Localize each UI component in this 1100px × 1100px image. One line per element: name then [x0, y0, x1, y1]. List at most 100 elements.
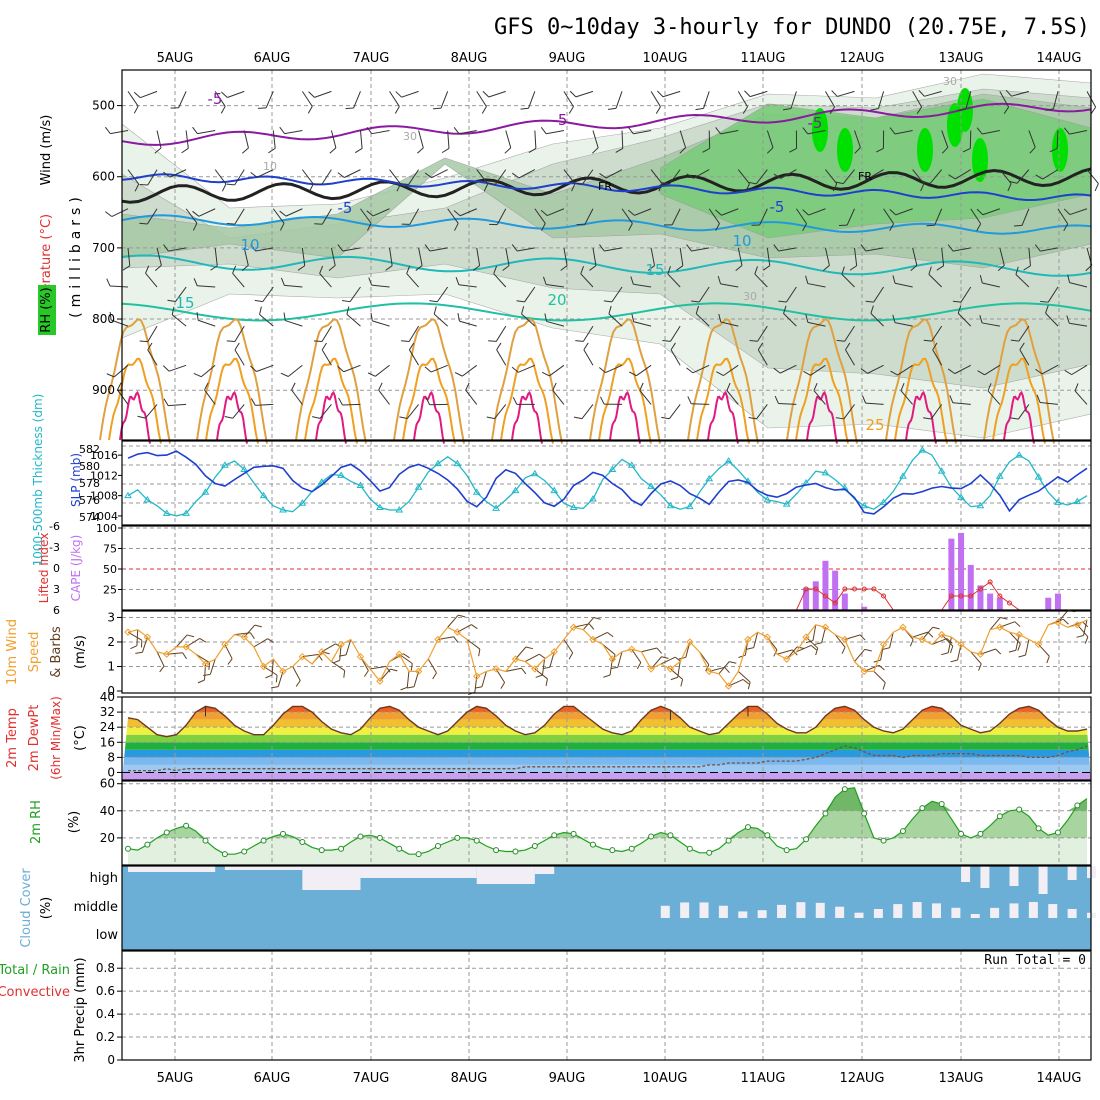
- upper-wind-barb-flag: [345, 107, 354, 110]
- upper-wind-barb-flag: [280, 277, 285, 286]
- upper-wind-barb-flag: [802, 209, 809, 216]
- cloud-mid-patch: [718, 905, 728, 918]
- wind10m-barb-flag: [724, 666, 730, 674]
- wind10m-barb-flag: [742, 679, 750, 685]
- upper-wind-barb-flag: [599, 244, 605, 252]
- rh2m-panel: 60 40 20: [100, 777, 1092, 866]
- upper-wind-barb-flag: [662, 340, 671, 342]
- bottom-date-label: 14AUG: [1036, 1071, 1081, 1086]
- upper-wind-barb: [349, 286, 361, 302]
- upper-ytick-label: 600: [92, 170, 115, 184]
- upper-wind-barb: [790, 91, 797, 109]
- top-date-label: 14AUG: [1036, 51, 1081, 66]
- upper-wind-barb-flag: [773, 367, 781, 374]
- upper-wind-barb-flag: [512, 396, 518, 405]
- cloud-mid-patch: [680, 902, 690, 918]
- wind10m-marker: [163, 650, 171, 658]
- upper-wind-barb: [1074, 390, 1088, 405]
- wind10m-barb-flag: [661, 656, 669, 659]
- wind10m-barb-flag: [254, 624, 262, 628]
- upper-air-panel: -5 -5 -5 FR FR -5 -5 10 10 15 15 20 25 30 30 30 10 500 600…: [92, 69, 1099, 444]
- upper-wind-barb-flag: [841, 266, 845, 275]
- upper-wind-barb: [285, 208, 303, 217]
- upper-wind-barb-flag: [754, 266, 758, 275]
- upper-wind-barb-flag: [279, 126, 286, 134]
- rh2m-marker: [706, 849, 713, 856]
- wind10m-marker: [782, 655, 791, 663]
- rh-ytick-label: 20: [100, 831, 115, 845]
- upper-wind-barb-flag: [1036, 394, 1041, 403]
- rh2m-marker: [1035, 825, 1042, 832]
- upper-wind-barb-flag: [163, 244, 169, 252]
- upper-wind-barb-flag: [628, 127, 634, 135]
- rh2m-marker: [725, 837, 732, 844]
- wind10m-marker: [124, 628, 132, 636]
- upper-wind-barb-flag: [117, 382, 122, 391]
- upper-wind-barb: [546, 129, 565, 135]
- upper-wind-barb-flag: [1045, 108, 1054, 112]
- temp-ylabel-a: 2m Temp: [5, 708, 20, 768]
- upper-wind-barb-flag: [923, 339, 932, 342]
- chart-title: GFS 0~10day 3-hourly for DUNDO (20.75E, …: [494, 15, 1090, 40]
- upper-wind-barb-flag: [1007, 183, 1012, 192]
- upper-wind-barb: [476, 91, 487, 107]
- upper-wind-barb: [723, 364, 739, 376]
- upper-wind-barb-flag: [598, 367, 606, 373]
- wind10m-barb-flag: [864, 648, 872, 652]
- upper-wind-barb-flag: [947, 368, 956, 375]
- upper-wind-barb: [496, 208, 507, 225]
- upper-wind-barb: [342, 247, 361, 252]
- slp-ylabel-thickness: 1000-500mb Thickness (dm): [31, 394, 45, 567]
- upper-wind-barb-flag: [291, 382, 296, 391]
- bl-contour: [393, 318, 465, 444]
- bottom-date-label: 9AUG: [549, 1071, 586, 1086]
- upper-wind-barb: [592, 247, 597, 266]
- upper-wind-barb-flag: [749, 339, 758, 342]
- rh2m-marker: [996, 813, 1003, 820]
- upper-wind-barb: [111, 208, 129, 217]
- cloud-base: [122, 866, 1091, 950]
- lifted-marker: [803, 586, 809, 592]
- upper-wind-barb: [633, 283, 652, 288]
- upper-wind-barb: [932, 349, 943, 366]
- thickness-marker: [220, 461, 229, 468]
- upper-wind-barb-flag: [630, 276, 634, 285]
- upper-wind-barb-flag: [133, 105, 139, 114]
- upper-wind-barb: [778, 247, 797, 252]
- upper-wind-barb: [378, 389, 390, 405]
- slp-frame: [121, 440, 1092, 526]
- upper-wind-barb-flag: [122, 265, 131, 271]
- rh2m-marker: [609, 847, 616, 854]
- upper-wind-barb-flag: [1029, 146, 1036, 154]
- wind10m-barb-flag: [746, 647, 754, 650]
- upper-wind-barb-flag: [221, 91, 228, 98]
- wind10m-barb: [466, 639, 481, 650]
- upper-wind-barb: [924, 90, 942, 97]
- upper-wind-barb-flag: [367, 223, 372, 231]
- upper-wind-barb: [636, 364, 652, 377]
- thickness-marker: [860, 501, 869, 509]
- cloud-mid-patch: [932, 903, 942, 918]
- wind10m-barb-flag: [199, 638, 207, 643]
- rh2m-fill-high: [128, 787, 1087, 811]
- upper-wind-barb: [534, 130, 537, 149]
- rh2m-marker: [977, 830, 984, 837]
- upper-wind-barb-flag: [1035, 368, 1043, 375]
- upper-wind-barb: [321, 208, 332, 225]
- rh-ylabel-unit: (%): [67, 811, 82, 834]
- cape-bar: [958, 532, 965, 610]
- rh2m-marker: [299, 838, 306, 845]
- upper-wind-barb: [786, 286, 797, 303]
- contour-label: 10: [263, 160, 277, 173]
- upper-wind-barb: [1021, 208, 1030, 226]
- upper-wind-barb-flag: [686, 244, 692, 252]
- bottom-date-label: 7AUG: [353, 1071, 390, 1086]
- wind10m-marker: [628, 645, 636, 654]
- upper-wind-barb-flag: [346, 306, 350, 315]
- upper-wind-barb-flag: [424, 366, 432, 373]
- upper-wind-barb: [1016, 169, 1030, 184]
- top-date-label: 13AUG: [938, 51, 983, 66]
- upper-wind-barb-flag: [482, 90, 490, 98]
- wind10m-marker: [511, 655, 520, 663]
- upper-wind-barb: [462, 364, 478, 377]
